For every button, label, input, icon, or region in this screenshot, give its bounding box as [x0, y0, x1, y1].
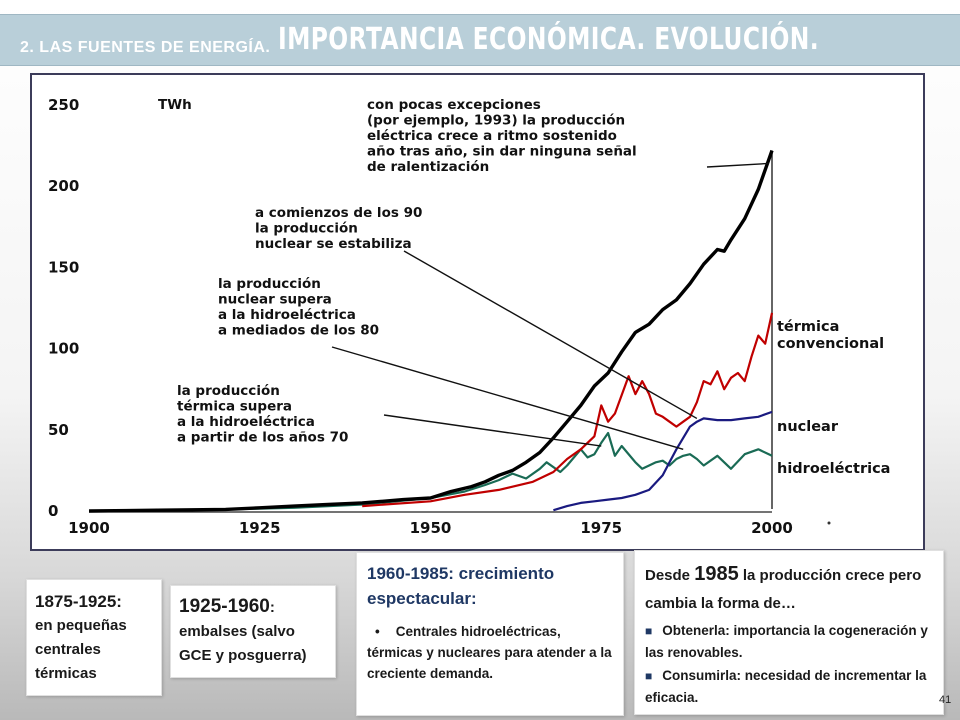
bullet-icon: •: [375, 624, 380, 639]
x-tick-label: 1950: [410, 519, 452, 537]
y-axis-unit: TWh: [158, 97, 192, 113]
y-tick-label: 50: [48, 421, 69, 439]
chart-frame: 0 50 100 150 200 250 1900 1925 1950 1975 2000 con …: [30, 73, 925, 551]
period-1985-pre: Desde: [645, 567, 691, 584]
annotation-leader-line: [403, 250, 698, 420]
x-tick-label: 1900: [68, 519, 110, 537]
period-box-1985: Desde 1985 la producción crece pero camb…: [634, 550, 944, 715]
period-1875-heading: 1875-1925:: [35, 592, 122, 611]
x-tick-label: 2000: [751, 519, 793, 537]
period-1985-bullet-1-text: Obtenerla: importancia la cogeneración y…: [645, 623, 928, 660]
period-box-1960: 1960-1985: crecimiento espectacular: • Ce…: [356, 552, 624, 716]
thermal-line: [362, 312, 774, 508]
series-label: convencional: [777, 336, 884, 352]
period-box-1925: 1925-1960: embalses (salvo GCE y posguer…: [170, 585, 336, 678]
period-box-1875: 1875-1925: en pequeñas centrales térmica…: [26, 579, 162, 696]
y-tick-label: 250: [48, 96, 79, 114]
chart-annotation: la producción nuclear supera a la hidroelé…: [218, 276, 379, 339]
period-1985-bullet-2-text: Consumirla: necesidad de incrementar la …: [645, 668, 927, 705]
period-1925-text: embalses (salvo GCE y posguerra): [179, 623, 307, 664]
x-tick-label: 1925: [239, 519, 281, 537]
period-1925-heading: 1925-1960: [179, 596, 270, 617]
square-bullet-icon: ■: [645, 624, 653, 638]
electricity-production-chart: 0 50 100 150 200 250 1900 1925 1950 1975 2000 con …: [48, 96, 890, 537]
title-bar: 2. LAS FUENTES DE ENERGÍA. IMPORTANCIA E…: [0, 14, 960, 66]
series-label: térmica: [777, 319, 839, 335]
period-1985-post: la producción crece pero cambia la forma…: [645, 567, 922, 612]
page-number: 41: [939, 694, 952, 706]
period-1960-bullet: • Centrales hidroeléctricas, térmicas y n…: [367, 621, 613, 684]
period-1985-year: 1985: [694, 563, 739, 585]
series-label: hidroeléctrica: [777, 461, 890, 477]
period-1985-heading: Desde 1985 la producción crece pero camb…: [645, 560, 933, 618]
period-1985-bullet-1: ■ Obtenerla: importancia la cogeneración …: [645, 620, 933, 663]
page-title: IMPORTANCIA ECONÓMICA. EVOLUCIÓN.: [278, 22, 820, 57]
y-tick-label: 200: [48, 177, 79, 195]
annotation-leader-line: [706, 162, 769, 168]
series-label: nuclear: [777, 419, 839, 435]
period-1960-bullet-text: Centrales hidroeléctricas, térmicas y nu…: [367, 624, 612, 681]
nuclear-line: [553, 410, 773, 512]
period-1925-colon: :: [269, 599, 275, 616]
title-section: 2. LAS FUENTES DE ENERGÍA.: [20, 39, 271, 56]
chart-annotation: la producción térmica supera a la hidroelé…: [177, 383, 348, 446]
square-bullet-icon: ■: [645, 669, 653, 683]
chart-annotation: con pocas excepciones (por ejemplo, 1993)…: [367, 97, 637, 175]
y-tick-label: 0: [48, 502, 58, 520]
chart-annotation: a comienzos de los 90 la producción nuclea…: [255, 205, 422, 252]
period-1960-heading: 1960-1985: crecimiento espectacular:: [367, 564, 555, 608]
period-1985-bullet-2: ■ Consumirla: necesidad de incrementar la…: [645, 665, 933, 708]
total-production-line: [88, 149, 774, 513]
hydro-line: [88, 431, 773, 513]
y-tick-label: 150: [48, 258, 79, 276]
axis-end-dot: [827, 521, 831, 525]
period-1875-text: en pequeñas centrales térmicas: [35, 617, 127, 682]
y-tick-label: 100: [48, 340, 79, 358]
x-tick-label: 1975: [580, 519, 622, 537]
annotation-leader-line: [331, 346, 684, 450]
annotation-leader-line: [383, 414, 602, 447]
